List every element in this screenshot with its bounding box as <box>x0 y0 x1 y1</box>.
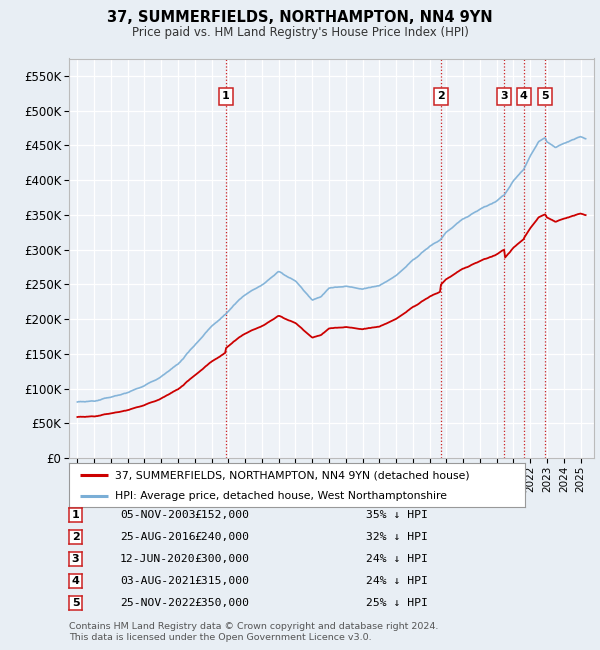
Text: £152,000: £152,000 <box>194 510 249 520</box>
Text: 2: 2 <box>437 92 445 101</box>
Text: 3: 3 <box>500 92 508 101</box>
Text: 1: 1 <box>222 92 230 101</box>
Text: 37, SUMMERFIELDS, NORTHAMPTON, NN4 9YN (detached house): 37, SUMMERFIELDS, NORTHAMPTON, NN4 9YN (… <box>115 470 469 480</box>
Text: 03-AUG-2021: 03-AUG-2021 <box>120 576 196 586</box>
Text: 1: 1 <box>72 510 79 520</box>
Text: £240,000: £240,000 <box>194 532 249 542</box>
Text: 25% ↓ HPI: 25% ↓ HPI <box>366 598 428 608</box>
Text: 25-AUG-2016: 25-AUG-2016 <box>120 532 196 542</box>
Text: 2: 2 <box>72 532 79 542</box>
Text: 24% ↓ HPI: 24% ↓ HPI <box>366 554 428 564</box>
Text: Contains HM Land Registry data © Crown copyright and database right 2024.
This d: Contains HM Land Registry data © Crown c… <box>69 622 439 642</box>
Text: £350,000: £350,000 <box>194 598 249 608</box>
Text: 3: 3 <box>72 554 79 564</box>
Text: 24% ↓ HPI: 24% ↓ HPI <box>366 576 428 586</box>
Text: 25-NOV-2022: 25-NOV-2022 <box>120 598 196 608</box>
Text: 05-NOV-2003: 05-NOV-2003 <box>120 510 196 520</box>
Text: £315,000: £315,000 <box>194 576 249 586</box>
Text: £300,000: £300,000 <box>194 554 249 564</box>
Text: 5: 5 <box>542 92 549 101</box>
Text: 4: 4 <box>71 576 80 586</box>
Text: 35% ↓ HPI: 35% ↓ HPI <box>366 510 428 520</box>
Text: 5: 5 <box>72 598 79 608</box>
Text: 37, SUMMERFIELDS, NORTHAMPTON, NN4 9YN: 37, SUMMERFIELDS, NORTHAMPTON, NN4 9YN <box>107 10 493 25</box>
Text: Price paid vs. HM Land Registry's House Price Index (HPI): Price paid vs. HM Land Registry's House … <box>131 26 469 39</box>
Text: 32% ↓ HPI: 32% ↓ HPI <box>366 532 428 542</box>
Text: HPI: Average price, detached house, West Northamptonshire: HPI: Average price, detached house, West… <box>115 491 446 501</box>
Text: 12-JUN-2020: 12-JUN-2020 <box>120 554 196 564</box>
Text: 4: 4 <box>520 92 527 101</box>
